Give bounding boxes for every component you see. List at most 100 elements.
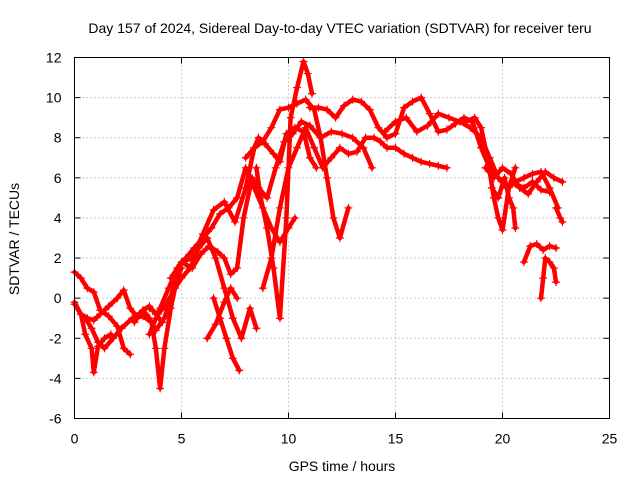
data-point [301,123,310,132]
data-point [209,294,218,303]
data-point [539,245,548,255]
series-line-track-3 [72,299,114,375]
y-tick-label: 8 [54,130,62,146]
data-point [215,314,225,323]
data-point [549,263,558,273]
data-point [348,133,357,142]
data-point [322,105,332,114]
data-point [263,223,272,233]
data-point [515,183,524,192]
data-point [335,233,344,243]
data-point [382,133,392,142]
data-point [81,330,90,339]
data-point [245,304,255,313]
data-point [83,284,92,293]
data-point [417,93,426,102]
data-point [494,213,503,223]
data-point [196,249,205,259]
data-point [545,257,554,267]
data-point [286,113,295,122]
data-point [156,304,165,313]
data-point [357,97,366,106]
data-point [271,163,280,172]
data-point [310,143,319,152]
data-point [252,324,261,333]
data-point [233,263,242,273]
series-line-track-17 [483,165,565,197]
data-point [361,133,370,142]
data-point [348,95,357,104]
data-point [280,137,289,146]
data-point [100,334,109,343]
data-point [402,113,411,122]
axis-ticks [74,57,610,419]
data-point [412,127,421,136]
series-line-track-19 [521,241,559,265]
series-line-track-4 [82,265,184,391]
data-point [258,137,267,146]
data-point [164,284,173,293]
data-point [344,203,353,213]
series-line-track-11 [243,97,351,241]
data-point [224,203,233,213]
data-point [275,203,285,213]
data-point [267,253,276,263]
data-point [316,133,325,142]
data-point [408,153,417,162]
data-point [89,316,98,325]
data-point [558,217,567,227]
data-point [250,143,259,152]
data-point [442,163,451,172]
data-point [551,203,561,213]
data-point [254,133,263,142]
data-point [233,294,242,303]
data-point [506,169,516,178]
data-point [370,133,379,142]
data-point [230,217,240,227]
plot-frame [74,57,610,419]
data-point [483,153,492,162]
data-point [87,344,96,353]
data-point [442,125,451,134]
data-point [305,103,314,112]
data-point [104,312,113,321]
data-point [145,314,154,323]
data-point [239,213,248,223]
data-point [462,117,471,126]
data-point [138,306,148,315]
data-point [284,163,293,172]
data-point [305,121,314,130]
data-point [252,163,261,172]
data-point [211,320,220,329]
data-point [417,157,426,166]
y-tick-label: -6 [49,411,62,427]
data-point [104,302,113,311]
data-point [558,177,567,186]
data-point [290,213,300,223]
data-point [241,163,250,172]
data-point [297,117,306,126]
chart-title: Day 157 of 2024, Sidereal Day-to-day VTE… [88,20,591,36]
data-point [275,105,285,114]
data-point [228,354,237,363]
data-point [220,197,229,206]
data-point [126,304,135,313]
data-point [190,243,199,253]
data-point [434,127,443,136]
series-line-track-15 [382,111,552,195]
data-point [237,334,246,343]
data-point [329,213,338,223]
data-point [434,109,443,118]
data-point [327,127,336,136]
data-point [391,129,400,138]
data-point [87,324,96,333]
data-point [536,294,546,303]
y-tick-label: -4 [49,370,62,386]
data-point [275,314,285,323]
data-point [498,163,507,172]
y-tick-label: 10 [46,90,62,106]
data-point [528,169,537,178]
data-point [241,153,250,162]
data-point [100,344,109,353]
